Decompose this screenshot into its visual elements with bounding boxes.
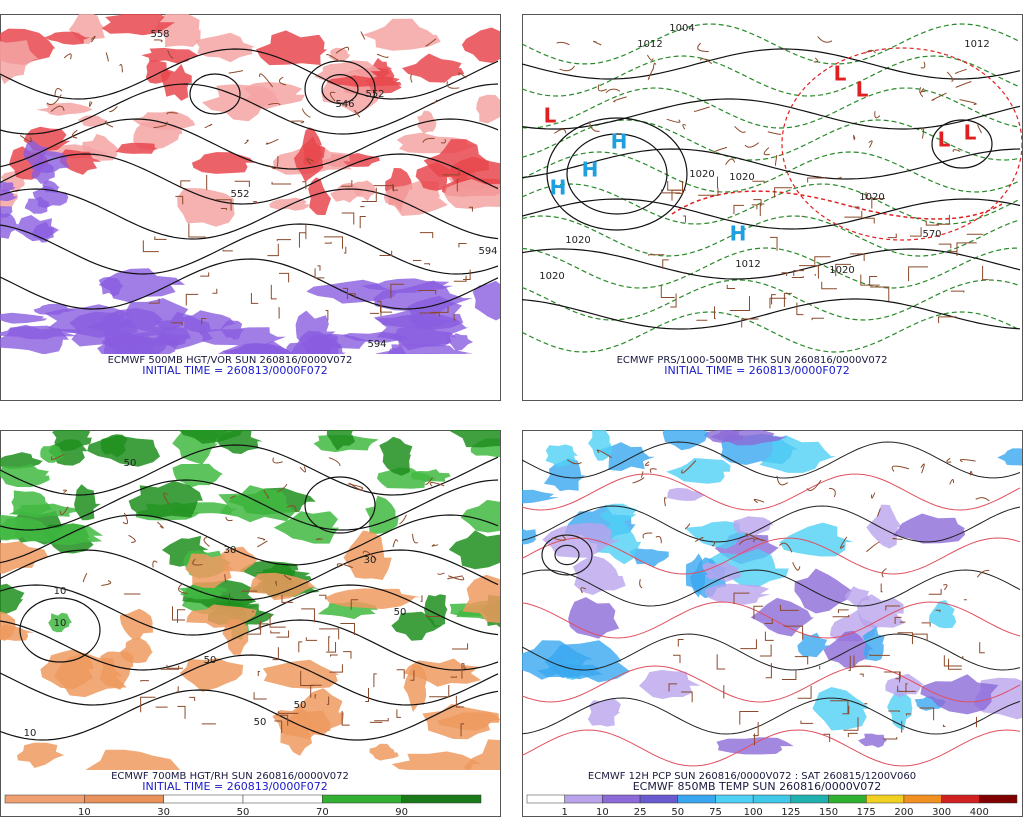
colorbar-segment	[322, 795, 401, 803]
contour-label: 50	[394, 607, 407, 618]
colorbar-label: 30	[157, 807, 170, 818]
contour-label: 10	[54, 586, 67, 597]
colorbar-label: 50	[671, 807, 684, 818]
colorbar-segment	[164, 795, 243, 803]
colorbar-segment	[5, 795, 84, 803]
contour-label: 1020	[565, 235, 590, 246]
contour-label: 1020	[539, 271, 564, 282]
contour-label: 1020	[729, 172, 754, 183]
initial-time: ECMWF 850MB TEMP SUN 260816/0000V072	[633, 780, 882, 793]
contour-label: 10	[24, 728, 37, 739]
contour-label: 570	[922, 229, 941, 240]
contour-label: 30	[364, 555, 377, 566]
pressure-center: H	[550, 176, 567, 200]
pressure-center: L	[964, 121, 977, 145]
state-border	[230, 593, 231, 604]
pressure-center: H	[582, 158, 599, 182]
colorbar-segment	[84, 795, 163, 803]
coastline	[316, 539, 322, 540]
map-panel: ECMWF 12H PCP SUN 260816/0000V072 : SAT …	[489, 412, 1024, 817]
colorbar-label: 10	[596, 807, 609, 818]
colorbar-label: 50	[237, 807, 250, 818]
pressure-center: L	[834, 62, 847, 86]
colorbar-segment	[979, 795, 1017, 803]
colorbar-label: 150	[819, 807, 838, 818]
colorbar-label: 25	[634, 807, 647, 818]
colorbar-segment	[791, 795, 829, 803]
colorbar-label: 1	[562, 807, 568, 818]
pressure-center: H	[730, 222, 747, 246]
state-border	[724, 686, 725, 699]
contour-label: 50	[294, 700, 307, 711]
colorbar-segment	[753, 795, 791, 803]
colorbar-label: 90	[395, 807, 408, 818]
pressure-center: L	[938, 128, 951, 152]
colorbar-label: 175	[857, 807, 876, 818]
colorbar-segment	[527, 795, 565, 803]
contour-label: 546	[335, 99, 354, 110]
colorbar-label: 300	[932, 807, 951, 818]
contour-label: 1012	[735, 259, 760, 270]
colorbar-segment	[942, 795, 980, 803]
pressure-center: L	[544, 104, 557, 128]
contour-label: 558	[150, 29, 169, 40]
colorbar-segment	[243, 795, 322, 803]
contour-label: 552	[365, 89, 384, 100]
colorbar-label: 125	[781, 807, 800, 818]
colorbar-segment	[866, 795, 904, 803]
initial-time: INITIAL TIME = 260813/0000F072	[142, 364, 327, 377]
colorbar-label: 75	[709, 807, 722, 818]
colorbar-segment	[602, 795, 640, 803]
contour-label: 1012	[964, 39, 989, 50]
colorbar-label: 400	[970, 807, 989, 818]
colorbar-segment	[904, 795, 942, 803]
map-panel: 1004 1012 1012 1020 1020 1020 1012 1020 1020 1020…	[522, 15, 1023, 401]
contour-label: 552	[230, 189, 249, 200]
colorbar-label: 100	[744, 807, 763, 818]
initial-time: INITIAL TIME = 260813/0000F072	[664, 364, 849, 377]
colorbar-segment	[678, 795, 716, 803]
colorbar-label: 70	[316, 807, 329, 818]
initial-time: INITIAL TIME = 260813/0000F072	[142, 780, 327, 793]
contour-label: 50	[254, 717, 267, 728]
colorbar-segment	[715, 795, 753, 803]
contour-label: 594	[367, 339, 386, 350]
contour-label: 50	[204, 655, 217, 666]
contour-label: 594	[478, 246, 497, 257]
contour-label: 1020	[829, 265, 854, 276]
colorbar-segment	[640, 795, 678, 803]
shaded-area	[115, 143, 157, 154]
pressure-center: L	[856, 78, 869, 102]
contour-label: 30	[224, 545, 237, 556]
colorbar-segment	[565, 795, 603, 803]
contour-label: 50	[124, 458, 137, 469]
colorbar-segment	[402, 795, 481, 803]
contour-label: 1004	[669, 23, 694, 34]
shaded-area	[476, 95, 513, 124]
contour-label: 1012	[637, 39, 662, 50]
contour-label: 10	[54, 618, 67, 629]
pressure-center: H	[611, 130, 628, 154]
colorbar-label: 10	[78, 807, 91, 818]
colorbar-segment	[829, 795, 867, 803]
contour-label: 1020	[689, 169, 714, 180]
colorbar-label: 200	[894, 807, 913, 818]
contour-label: 1020	[859, 192, 884, 203]
